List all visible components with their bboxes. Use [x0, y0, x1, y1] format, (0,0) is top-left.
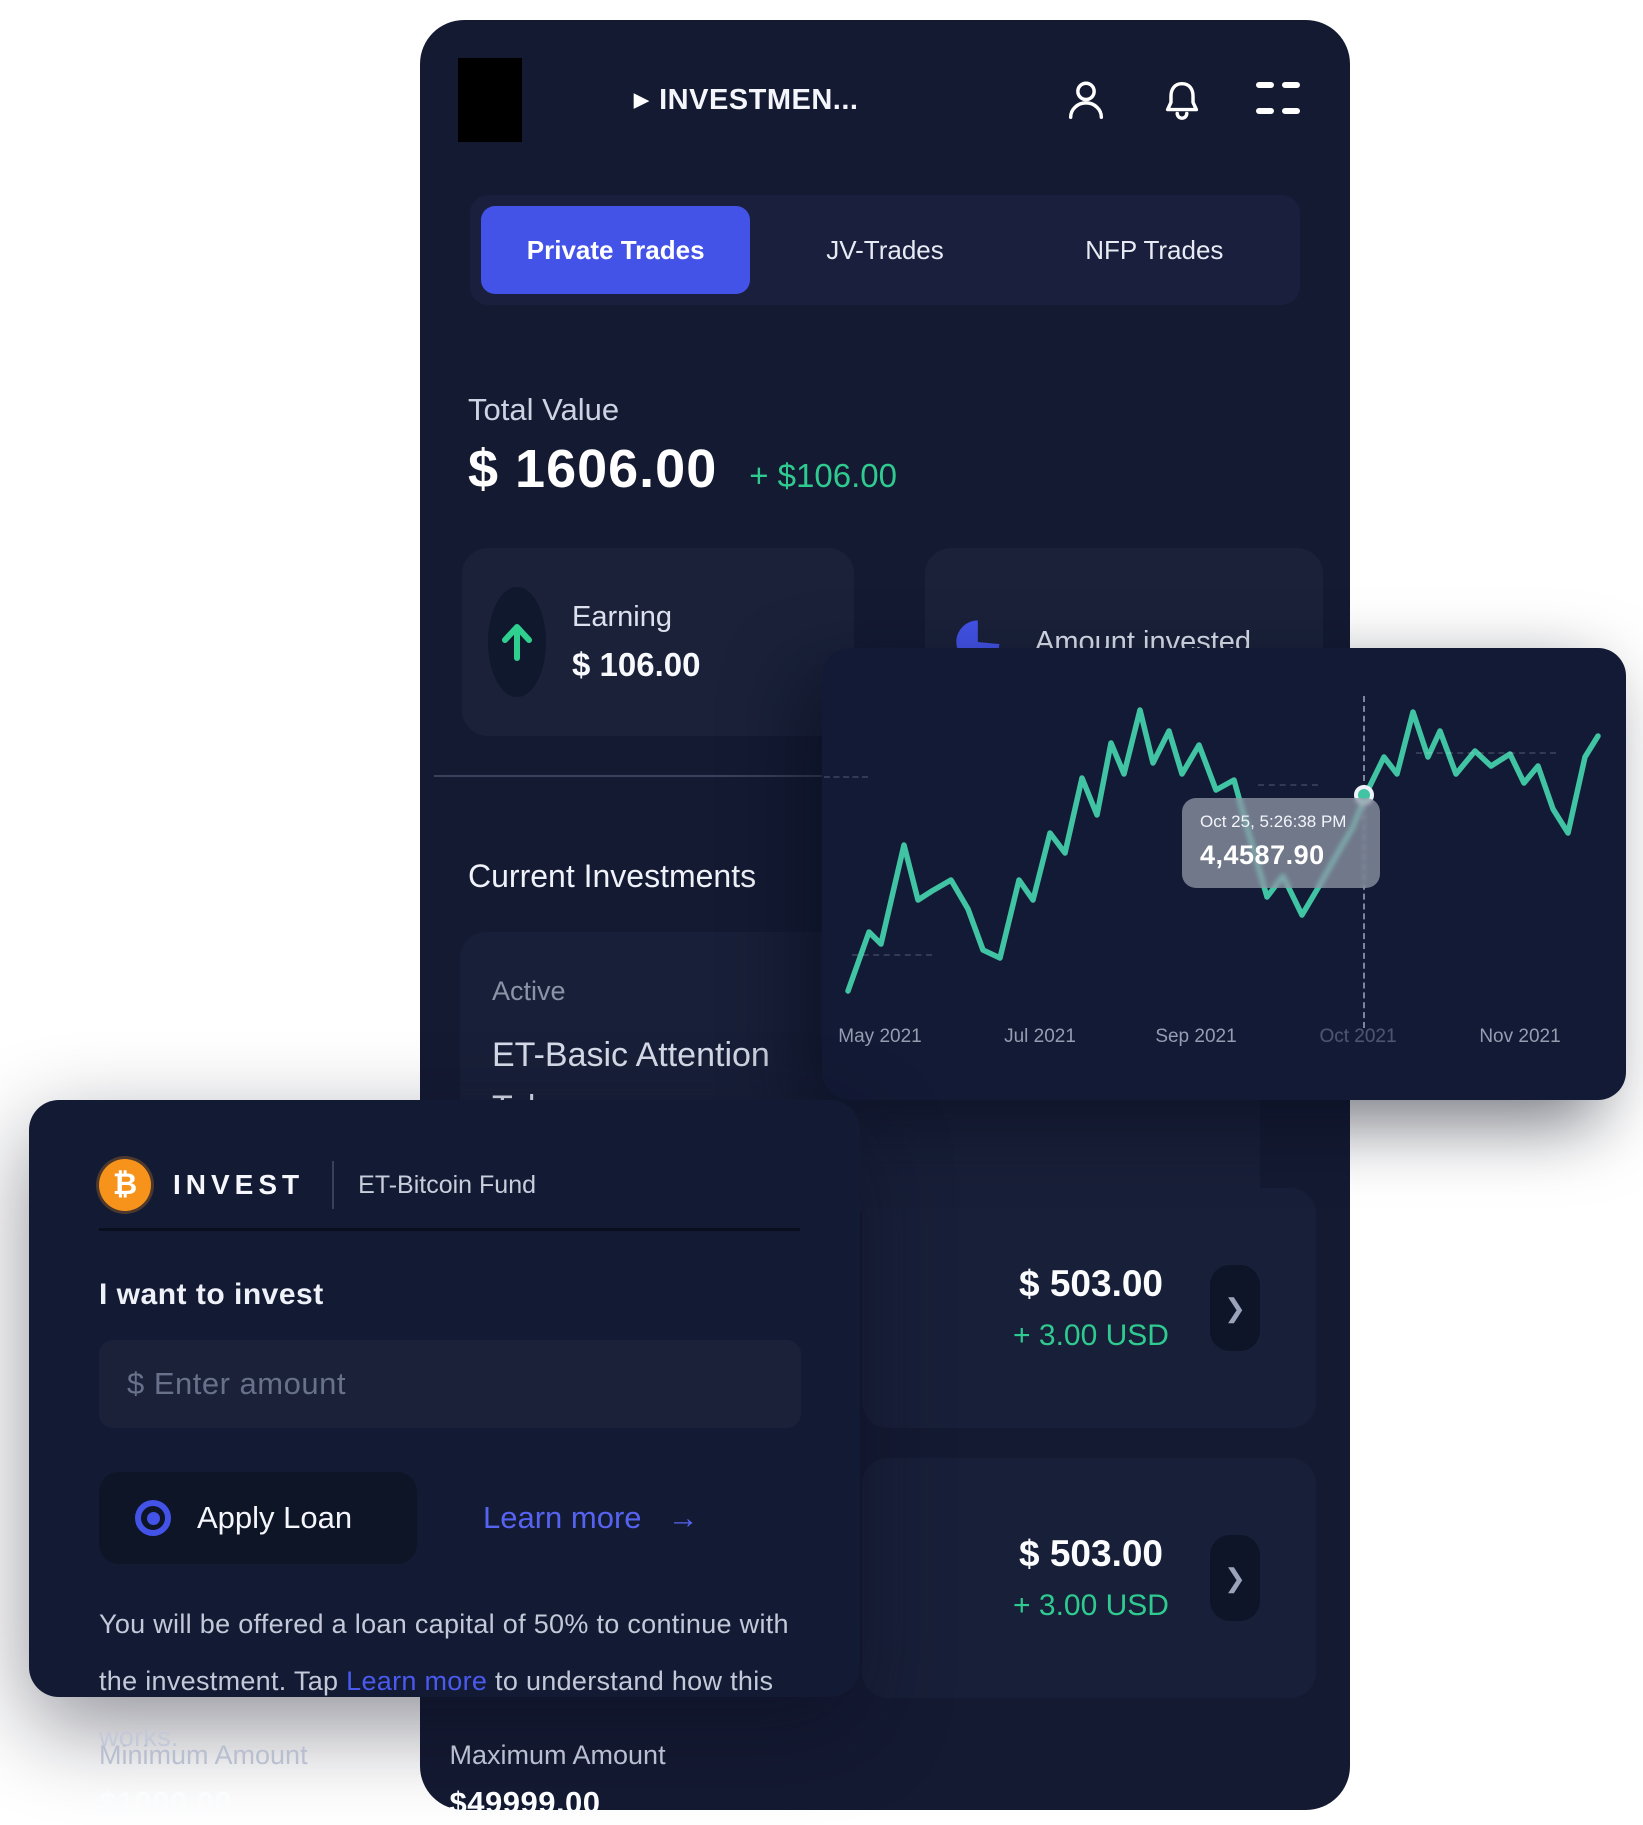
minimum-amount-value: $1000.00 [99, 1785, 233, 1820]
x-axis-label: May 2021 [838, 1026, 922, 1047]
gridline-dash [824, 776, 868, 778]
position-value: $ 503.00 [1018, 1263, 1164, 1304]
profile-icon[interactable] [1062, 76, 1110, 124]
tab-nfp-trades[interactable]: NFP Trades [1085, 234, 1224, 265]
header-icons [1062, 76, 1302, 124]
total-value-label: Total Value [468, 392, 620, 427]
minimum-amount-label: Minimum Amount [99, 1740, 308, 1770]
bitcoin-icon: ₿ [99, 1159, 151, 1211]
learn-more-link[interactable]: Learn more → [483, 1500, 699, 1536]
position-card[interactable]: $ 503.00 + 3.00 USD ❯ [862, 1458, 1316, 1698]
section-divider [434, 775, 822, 777]
header-divider [99, 1228, 800, 1231]
chevron-right-icon: ❯ [1224, 1292, 1246, 1323]
gridline-dash [1258, 784, 1318, 786]
learn-more-label: Learn more [483, 1500, 642, 1535]
minimum-amount-block: Minimum Amount $1000.00 [99, 1740, 450, 1821]
chart-tooltip: Oct 25, 5:26:38 PM 4,4587.90 [1182, 798, 1380, 888]
current-investments-title: Current Investments [468, 858, 757, 894]
tab-jv-trades[interactable]: JV-Trades [826, 234, 944, 265]
caret-icon: ▶ [634, 89, 650, 111]
radio-icon [135, 1500, 171, 1536]
invest-modal: ₿ INVEST ET-Bitcoin Fund I want to inves… [29, 1100, 860, 1820]
x-axis-label: Oct 2021 [1319, 1026, 1397, 1047]
total-value-row: $ 1606.00 + $106.00 [468, 438, 897, 500]
loan-info-learn-more-link[interactable]: Learn more [346, 1665, 488, 1696]
bitcoin-glyph: ₿ [112, 1168, 138, 1201]
position-change: + 3.00 USD [1013, 1319, 1169, 1352]
position-card[interactable]: $ 503.00 + 3.00 USD ❯ [862, 1188, 1316, 1428]
amount-input[interactable] [99, 1340, 801, 1428]
maximum-amount-label: Maximum Amount [449, 1740, 666, 1770]
maximum-amount-value: $49999.00 [449, 1785, 601, 1820]
app-header: ▶ INVESTMEN... [458, 48, 1302, 152]
x-axis-label: Nov 2021 [1479, 1026, 1561, 1047]
limits-row: Minimum Amount $1000.00 Maximum Amount $… [99, 1740, 800, 1821]
loan-info-after: to understand how this works. [99, 1665, 774, 1753]
earning-card: Earning $ 106.00 [462, 548, 854, 736]
tab-private-trades[interactable]: Private Trades [481, 206, 751, 294]
maximum-amount-block: Maximum Amount $49999.00 [450, 1740, 801, 1821]
vertical-divider [332, 1161, 335, 1209]
arrow-right-icon: → [667, 1500, 699, 1535]
chevron-right-button[interactable]: ❯ [1210, 1265, 1260, 1351]
chevron-right-button[interactable]: ❯ [1210, 1535, 1260, 1621]
app-logo [458, 58, 522, 142]
notifications-bell-icon[interactable] [1158, 76, 1206, 124]
page-title: ▶ INVESTMEN... [634, 84, 858, 117]
chevron-right-icon: ❯ [1224, 1562, 1246, 1593]
loan-info-before: You will be offered a loan capital of 50… [99, 1609, 789, 1696]
x-axis-label: Jul 2021 [1004, 1026, 1076, 1047]
loan-row: Apply Loan Learn more → [99, 1472, 800, 1564]
investment-status-badge: Active [492, 976, 566, 1006]
chart-plot[interactable] [822, 648, 1626, 1100]
page-title-text: INVESTMEN... [659, 83, 859, 116]
tooltip-timestamp: Oct 25, 5:26:38 PM [1200, 812, 1347, 831]
price-chart-panel: Oct 25, 5:26:38 PM 4,4587.90 May 2021 Ju… [822, 648, 1626, 1100]
apply-loan-button[interactable]: Apply Loan [99, 1472, 417, 1564]
loan-info-text: You will be offered a loan capital of 50… [99, 1596, 799, 1766]
position-change: + 3.00 USD [1013, 1589, 1169, 1622]
position-value: $ 503.00 [1018, 1533, 1164, 1574]
invest-title: INVEST [173, 1169, 305, 1200]
tooltip-value: 4,4587.90 [1200, 840, 1325, 870]
total-value-change: + $106.00 [749, 457, 897, 494]
trade-tabs: Private Trades JV-Trades NFP Trades [470, 195, 1300, 305]
chart-line [845, 707, 1601, 994]
gridline-dash [1416, 752, 1556, 754]
apps-grid-icon[interactable] [1254, 76, 1302, 124]
invest-prompt-label: I want to invest [99, 1278, 324, 1311]
x-axis-label: Sep 2021 [1155, 1026, 1237, 1047]
fund-name: ET-Bitcoin Fund [358, 1170, 536, 1199]
arrow-up-icon [488, 587, 546, 697]
apply-loan-label: Apply Loan [197, 1500, 353, 1535]
invest-modal-header: ₿ INVEST ET-Bitcoin Fund [99, 1146, 798, 1224]
earning-label: Earning [572, 600, 672, 633]
gridline-dash [852, 954, 932, 956]
total-value-amount: $ 1606.00 [468, 439, 718, 499]
earning-value: $ 106.00 [572, 645, 701, 683]
